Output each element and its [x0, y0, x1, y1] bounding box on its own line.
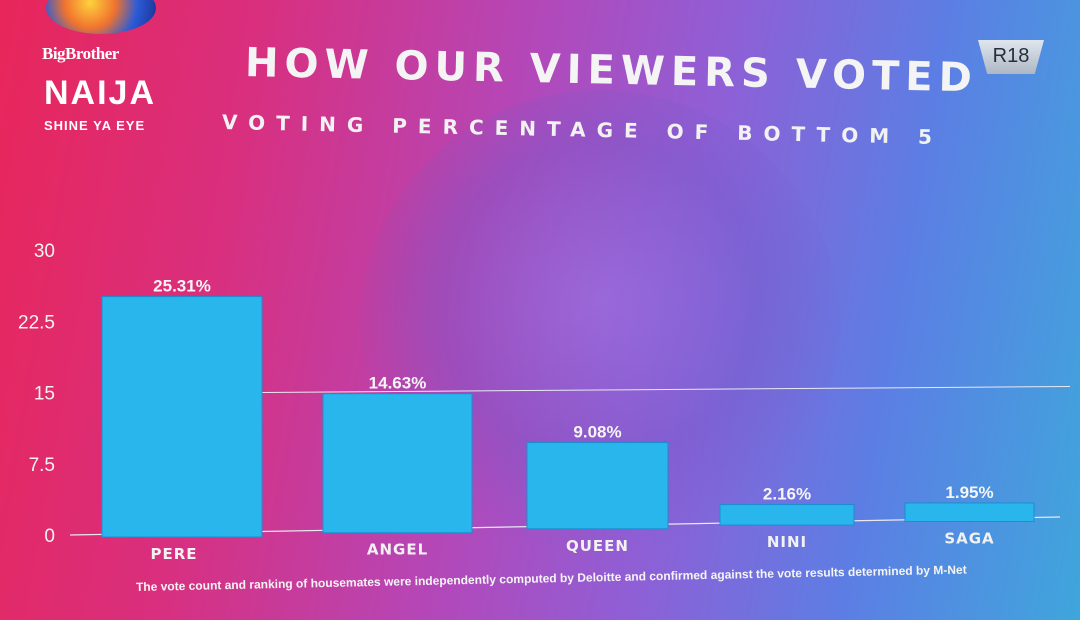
x-tick-label: QUEEN — [566, 537, 629, 555]
x-tick-label: NINI — [767, 533, 807, 551]
bar — [526, 442, 669, 530]
bar — [719, 504, 855, 526]
y-tick-label: 0 — [44, 526, 55, 547]
y-tick-label: 7.5 — [29, 455, 55, 476]
bar-value-label: 9.08% — [573, 423, 621, 442]
bar-value-label: 14.63% — [369, 374, 427, 393]
bar-value-label: 1.95% — [945, 483, 993, 502]
show-logo: BigBrother NAIJA SHINE YA EYE — [38, 0, 168, 140]
logo-tagline: SHINE YA EYE — [44, 118, 146, 133]
rating-badge: R18 — [978, 40, 1044, 74]
bar-value-label: 25.31% — [153, 277, 211, 296]
bar — [322, 393, 473, 534]
logo-line-2: NAIJA — [44, 74, 157, 112]
bar — [904, 502, 1035, 522]
reference-line — [261, 386, 1071, 393]
y-tick-label: 22.5 — [18, 312, 55, 333]
x-tick-label: SAGA — [944, 529, 994, 547]
bar-value-label: 2.16% — [763, 485, 811, 504]
x-tick-label: PERE — [150, 545, 197, 563]
y-tick-label: 30 — [34, 241, 55, 262]
bar — [101, 296, 263, 538]
logo-line-1: BigBrother — [42, 44, 119, 63]
y-tick-label: 15 — [34, 384, 55, 405]
x-tick-label: ANGEL — [367, 541, 428, 559]
